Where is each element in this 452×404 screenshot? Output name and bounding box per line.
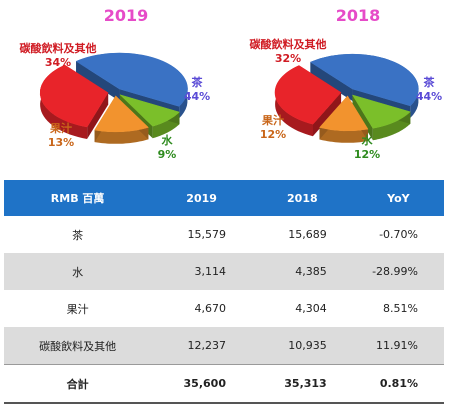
table-row: 水 3,114 4,385 -28.99% bbox=[4, 253, 444, 290]
pie-2019-slice-carbonated bbox=[39, 64, 109, 128]
pie-2019-label-tea-pct: 44% bbox=[183, 90, 211, 103]
pie-2018-label-juice-name: 果汁 bbox=[262, 114, 284, 127]
pie-2018-label-juice-pct: 12% bbox=[259, 128, 287, 141]
pie-2018-slice-juice bbox=[319, 95, 369, 132]
table-cell-yoy: 11.91% bbox=[352, 327, 444, 365]
table-header-yoy: YoY bbox=[352, 180, 444, 216]
pie-2019-label-carbonated: 碳酸飲料及其他 34% bbox=[4, 42, 112, 70]
pie-2019-label-tea: 茶 44% bbox=[182, 76, 212, 104]
table-cell-category: 水 bbox=[4, 253, 152, 290]
table-header-2018: 2018 bbox=[251, 180, 353, 216]
pie-2019-slice-tea-edge-0 bbox=[76, 61, 120, 102]
pie-2019-label-carbonated-pct: 34% bbox=[44, 56, 72, 69]
pie-2018-slice-tea bbox=[309, 53, 419, 107]
pie-2018-label-water-pct: 12% bbox=[353, 148, 381, 161]
pie-2018-group bbox=[274, 53, 419, 143]
pie-2019-label-water: 水 9% bbox=[152, 134, 182, 162]
table-row: 碳酸飲料及其他 12,237 10,935 11.91% bbox=[4, 327, 444, 365]
pie-2018-label-carbonated-name: 碳酸飲料及其他 bbox=[249, 38, 327, 51]
table-row: 茶 15,579 15,689 -0.70% bbox=[4, 216, 444, 253]
pie-2018-label-water: 水 12% bbox=[352, 134, 382, 162]
table-total-row: 合計 35,600 35,313 0.81% bbox=[4, 364, 444, 404]
pie-2018-label-carbonated: 碳酸飲料及其他 32% bbox=[234, 38, 342, 66]
table-cell-yoy: 0.81% bbox=[352, 364, 444, 404]
pie-2019-label-carbonated-name: 碳酸飲料及其他 bbox=[19, 42, 97, 55]
pie-2019-label-juice-name: 果汁 bbox=[50, 122, 72, 135]
pie-2018-slice-carbonated-edge-0 bbox=[312, 92, 342, 137]
pie-2018-label-water-name: 水 bbox=[361, 134, 373, 147]
table-cell-yoy: -0.70% bbox=[379, 228, 418, 241]
pie-2019-label-juice-pct: 13% bbox=[47, 136, 75, 149]
pie-2019-label-juice: 果汁 13% bbox=[46, 122, 76, 150]
table-cell-2019: 15,579 bbox=[187, 228, 226, 241]
table-cell-2018: 15,689 bbox=[288, 228, 327, 241]
pie-2019-label-water-pct: 9% bbox=[157, 148, 177, 161]
pie-2019-label-water-name: 水 bbox=[161, 134, 173, 147]
table-cell-category: 合計 bbox=[4, 364, 152, 404]
table-header-category: RMB 百萬 bbox=[4, 180, 152, 216]
pie-2018-slice-juice-side bbox=[319, 127, 368, 143]
table-row: 果汁 4,670 4,304 8.51% bbox=[4, 290, 444, 327]
table-header-2019: 2019 bbox=[151, 180, 252, 216]
pie-2018-slice-carbonated bbox=[274, 65, 342, 125]
table-cell-2019: 35,600 bbox=[151, 364, 252, 404]
pie-2018-label-tea-pct: 44% bbox=[415, 90, 443, 103]
pie-2018-label-tea: 茶 44% bbox=[414, 76, 444, 104]
pie-charts-svg bbox=[39, 52, 419, 144]
pie-2018-slice-tea-edge-0 bbox=[310, 62, 353, 102]
pie-2018-title: 2018 bbox=[335, 6, 381, 25]
pie-2019-slice-water bbox=[119, 94, 180, 127]
pie-2018-label-tea-name: 茶 bbox=[423, 76, 435, 89]
table-cell-2018: 35,313 bbox=[251, 364, 353, 404]
pie-2018-slice-water bbox=[351, 94, 411, 129]
pie-2018-label-carbonated-pct: 32% bbox=[274, 52, 302, 65]
pie-charts-area: 2019 2018 碳酸飲料及其他 34% 茶 44% 果汁 13% 水 9% … bbox=[0, 0, 452, 172]
pie-2018-label-juice: 果汁 12% bbox=[258, 114, 288, 142]
table-cell-2018: 10,935 bbox=[251, 327, 353, 365]
pie-2019-title: 2019 bbox=[103, 6, 149, 25]
table-cell-category: 碳酸飲料及其他 bbox=[4, 327, 152, 365]
table-cell-2019: 3,114 bbox=[151, 253, 252, 290]
pie-2019-slice-juice-side bbox=[94, 127, 149, 144]
table-cell-category: 茶 bbox=[72, 228, 84, 242]
pie-2019-slice-tea bbox=[75, 52, 188, 107]
table-cell-2018: 4,385 bbox=[251, 253, 353, 290]
sales-table: RMB 百萬 2019 2018 YoY 茶 15,579 15,689 -0.… bbox=[4, 180, 444, 404]
table-cell-yoy: -28.99% bbox=[352, 253, 444, 290]
table-cell-2019: 12,237 bbox=[151, 327, 252, 365]
table-cell-yoy: 8.51% bbox=[383, 302, 418, 315]
pie-2019-group bbox=[39, 52, 188, 144]
pie-2019-slice-carbonated-edge-0 bbox=[87, 92, 109, 139]
table-cell-2019: 4,670 bbox=[194, 302, 226, 315]
table-header-row: RMB 百萬 2019 2018 YoY bbox=[4, 180, 444, 216]
table-cell-category: 果汁 bbox=[66, 302, 89, 316]
pie-2019-label-tea-name: 茶 bbox=[191, 76, 203, 89]
table-cell-2018: 4,304 bbox=[295, 302, 327, 315]
pie-2019-slice-juice bbox=[94, 95, 149, 133]
